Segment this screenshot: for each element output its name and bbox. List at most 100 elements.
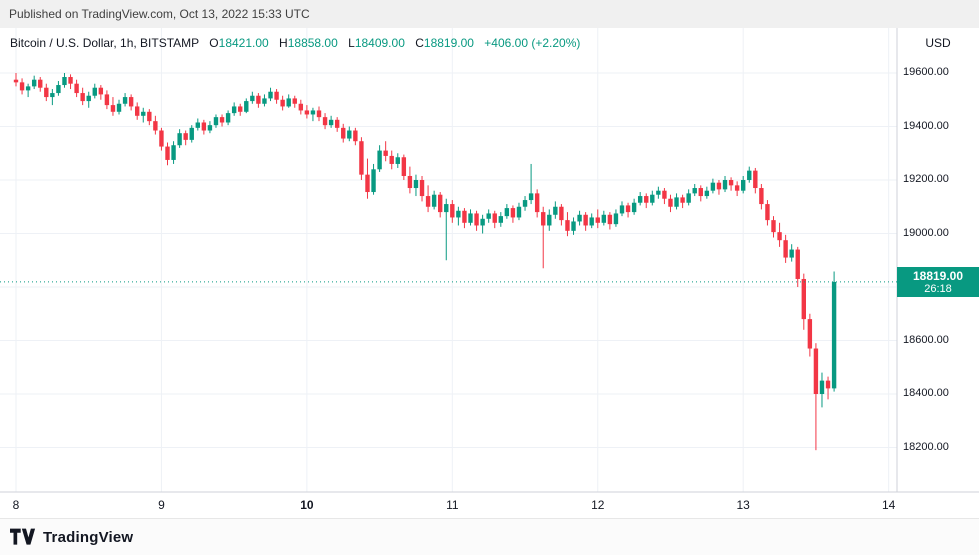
price-axis-label: 18200.00	[903, 440, 949, 453]
low-label: L	[348, 36, 355, 50]
candle	[656, 186, 661, 199]
candle	[274, 89, 279, 104]
published-bar: Published on TradingView.com, Oct 13, 20…	[0, 0, 979, 28]
candle	[565, 212, 570, 237]
candle	[486, 209, 491, 223]
close-label: C	[415, 36, 424, 50]
candle	[268, 87, 273, 102]
open-label: O	[209, 36, 219, 50]
candle	[637, 192, 643, 206]
candle	[322, 113, 328, 130]
last-price-tag: 18819.00 26:18	[897, 266, 979, 297]
candle	[201, 119, 207, 135]
candle	[250, 91, 255, 104]
candle	[141, 107, 146, 123]
candle	[777, 222, 782, 247]
candle	[413, 174, 419, 197]
candle	[819, 372, 825, 408]
candle	[122, 93, 128, 107]
published-text: Published on TradingView.com, Oct 13, 20…	[9, 7, 310, 21]
time-axis-label: 11	[446, 498, 459, 512]
candle	[38, 77, 43, 92]
candle	[147, 109, 152, 126]
candle	[225, 110, 231, 126]
candle	[213, 114, 219, 128]
candle	[13, 73, 19, 87]
candle	[128, 94, 134, 111]
price-axis-label: 18600.00	[903, 333, 949, 346]
candle	[316, 106, 322, 122]
candle	[583, 212, 588, 231]
candle	[474, 210, 479, 231]
candle	[183, 130, 188, 146]
symbol-title[interactable]: Bitcoin / U.S. Dollar, 1h, BITSTAMP	[10, 36, 199, 50]
candle	[680, 194, 685, 209]
price-axis-label: 19600.00	[903, 66, 949, 78]
candle	[698, 185, 703, 202]
candle	[292, 95, 297, 108]
candle	[510, 205, 516, 223]
candle	[559, 204, 564, 226]
candle	[522, 196, 528, 211]
candle	[492, 210, 497, 229]
candle	[431, 190, 437, 210]
candle	[747, 166, 752, 183]
candle	[256, 93, 261, 108]
candle	[498, 212, 503, 227]
candle	[116, 99, 122, 115]
candle	[110, 97, 116, 116]
price-axis-label: 19400.00	[903, 119, 949, 132]
candle	[662, 188, 667, 205]
candle	[625, 202, 631, 218]
candle	[619, 201, 625, 217]
candle	[668, 194, 673, 213]
candle	[831, 271, 837, 392]
candle	[692, 184, 697, 197]
candle	[728, 177, 734, 191]
candle	[734, 181, 740, 197]
candle	[644, 193, 649, 209]
time-axis-label: 9	[158, 498, 165, 512]
candle	[528, 163, 534, 205]
low-value: 18409.00	[354, 36, 405, 50]
chart-container[interactable]: Bitcoin / U.S. Dollar, 1h, BITSTAMP O 184…	[0, 28, 979, 518]
candle	[601, 210, 607, 226]
candle	[547, 209, 552, 231]
candle	[407, 166, 413, 194]
candle	[553, 201, 558, 219]
candle	[595, 209, 600, 229]
tradingview-logo-icon[interactable]	[10, 528, 36, 546]
candle	[813, 343, 819, 451]
footer: TradingView	[0, 518, 979, 555]
candle	[456, 206, 461, 226]
candle	[450, 200, 455, 223]
candle	[310, 107, 316, 122]
candle	[104, 90, 110, 110]
close-value: 18819.00	[423, 36, 474, 50]
candle	[165, 142, 170, 166]
candle	[19, 78, 25, 95]
candlestick-chart[interactable]	[0, 28, 979, 518]
candle	[825, 376, 831, 400]
candle	[765, 200, 770, 226]
candle	[389, 150, 394, 170]
candle	[31, 75, 37, 90]
candle	[347, 126, 352, 142]
candle	[334, 117, 340, 132]
candle	[238, 103, 243, 116]
time-axis[interactable]: 8 9 10 11 12 13 14	[0, 28, 979, 518]
candle	[444, 198, 449, 261]
candle	[613, 209, 619, 227]
candle	[577, 210, 582, 226]
candle	[480, 214, 485, 234]
time-axis-label: 12	[591, 498, 605, 512]
candle	[741, 175, 746, 194]
brand-name[interactable]: TradingView	[43, 528, 134, 546]
candle	[50, 89, 55, 106]
candle	[135, 102, 140, 120]
candle	[207, 121, 213, 134]
candle	[298, 99, 304, 115]
candle	[304, 105, 310, 119]
candle	[783, 234, 788, 263]
candle	[341, 123, 346, 143]
